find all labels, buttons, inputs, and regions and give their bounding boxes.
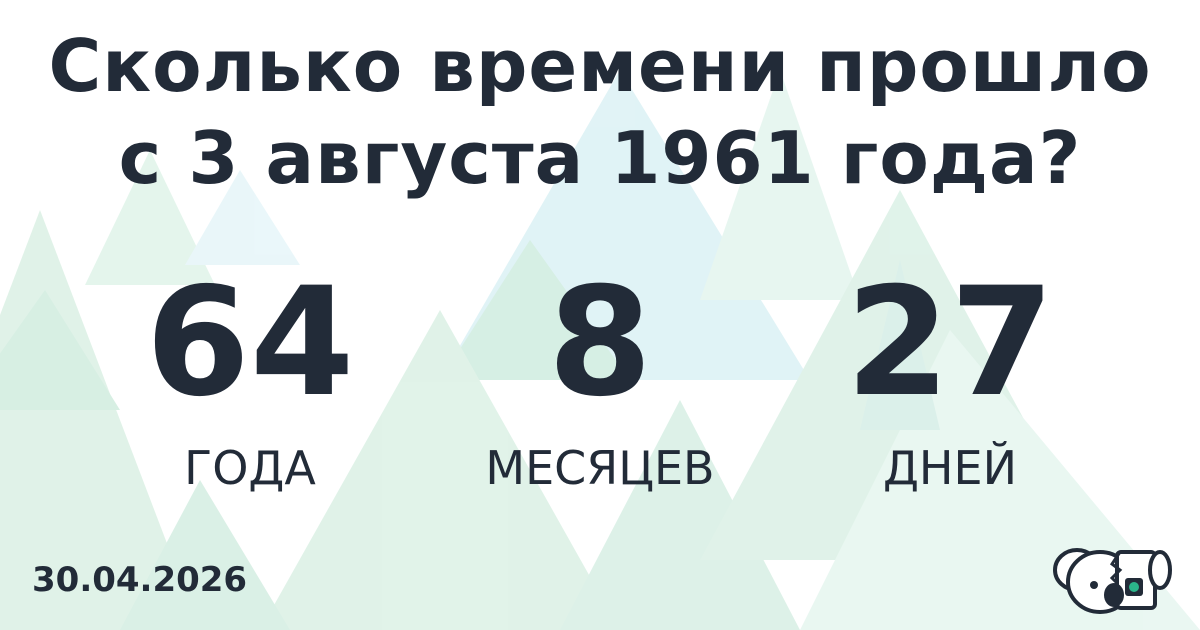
page-title: Сколько времени прошло с 3 августа 1961 … [0, 20, 1200, 204]
years-value: 64 [145, 256, 355, 430]
days-label: ДНЕЙ [882, 441, 1017, 495]
days-value: 27 [845, 256, 1055, 430]
months-label: МЕСЯЦЕВ [485, 441, 715, 495]
months-value: 8 [547, 256, 653, 430]
title-line-2: с 3 августа 1961 года? [118, 116, 1082, 200]
title-line-1: Сколько времени прошло [48, 24, 1152, 108]
years-label: ГОДА [184, 441, 316, 495]
koala-robot-logo-icon [1053, 548, 1172, 614]
current-date: 30.04.2026 [32, 560, 248, 600]
